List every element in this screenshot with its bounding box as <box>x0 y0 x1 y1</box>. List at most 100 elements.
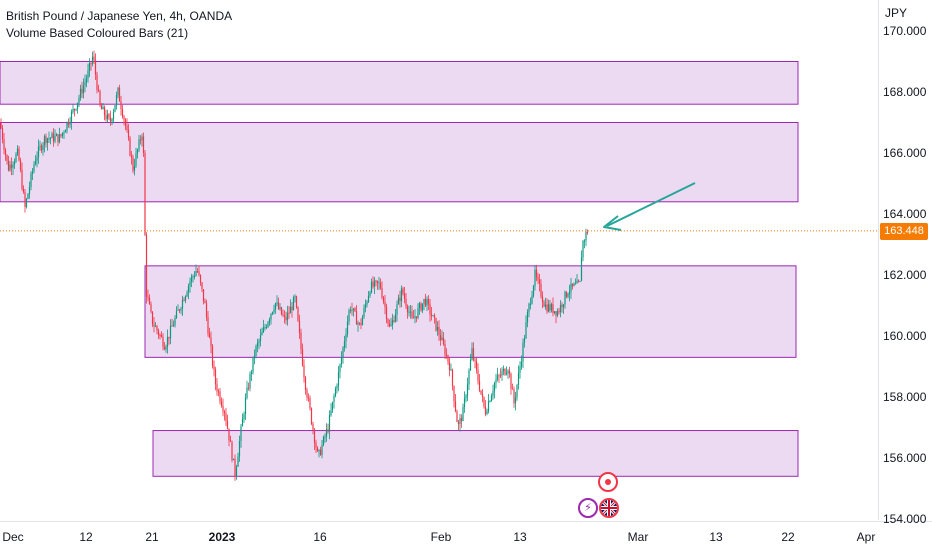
candle-body <box>540 284 542 297</box>
candle-body <box>511 388 514 390</box>
candle-body <box>427 299 430 304</box>
candle-body <box>450 369 452 371</box>
candle-body <box>544 304 547 307</box>
candle-body <box>447 355 449 362</box>
candle-body <box>151 311 154 325</box>
candle-body <box>519 366 521 373</box>
candle-body <box>123 116 125 120</box>
candle-body <box>394 314 397 322</box>
candle-body <box>403 293 406 299</box>
candle-body <box>363 308 365 318</box>
candle-body <box>300 332 302 350</box>
candle-body <box>580 257 583 282</box>
candle-body <box>259 335 262 341</box>
candle-body <box>415 316 418 318</box>
candle-body <box>463 398 466 408</box>
candle-body <box>10 164 13 168</box>
candle-body <box>550 304 553 311</box>
candle-body <box>73 109 76 111</box>
candle-body <box>387 319 389 324</box>
candle-body <box>204 300 206 304</box>
candle-body <box>90 62 92 64</box>
candle-body <box>520 361 523 367</box>
candle-body <box>40 145 43 151</box>
candle-body <box>531 295 533 304</box>
candle-body <box>498 375 500 377</box>
candle-body <box>163 346 166 350</box>
candle-body <box>324 436 326 438</box>
candle-body <box>250 372 253 375</box>
candle-body <box>406 306 409 313</box>
candle-body <box>280 307 283 315</box>
candle-body <box>441 337 443 341</box>
candle-body <box>172 325 175 327</box>
candle-body <box>348 310 350 322</box>
candle-body <box>216 384 218 392</box>
candle-body <box>156 326 158 331</box>
candle-body <box>258 340 260 343</box>
zone-2 <box>0 122 799 203</box>
candle-body <box>51 133 53 139</box>
candle-body <box>24 192 26 207</box>
candle-body <box>241 418 244 427</box>
candle-body <box>262 327 265 333</box>
candle-body <box>318 449 320 452</box>
candle-body <box>513 389 515 404</box>
price-tick: 164.000 <box>883 207 927 221</box>
candle-body <box>538 279 541 285</box>
time-tick: 12 <box>79 530 93 544</box>
candle-body <box>327 429 329 432</box>
candle-body <box>271 311 274 314</box>
candle-body <box>439 335 442 341</box>
candle-body <box>231 441 233 461</box>
indicator-title[interactable]: Volume Based Coloured Bars (21) <box>6 26 189 40</box>
candle-body <box>178 309 181 311</box>
candle-body <box>349 310 352 312</box>
candle-body <box>313 429 316 443</box>
candle-body <box>91 56 94 64</box>
candle-body <box>228 428 230 441</box>
candle-body <box>135 153 137 166</box>
candle-body <box>330 410 332 416</box>
candle-body <box>409 311 412 313</box>
candle-body <box>357 322 359 325</box>
arrow-shaft <box>606 182 696 227</box>
candle-body <box>475 360 478 370</box>
candle-body <box>240 426 242 442</box>
candle-body <box>88 62 91 71</box>
price-tick: 156.000 <box>883 451 927 465</box>
candle-body <box>121 109 124 117</box>
candle-body <box>138 139 140 150</box>
candle-body <box>432 315 434 317</box>
candle-body <box>492 391 494 396</box>
candle-body <box>477 369 479 381</box>
candle-body <box>445 355 448 357</box>
candle-body <box>408 311 410 313</box>
candle-body <box>301 349 304 366</box>
candle-body <box>523 338 526 343</box>
candle-body <box>139 139 142 141</box>
record-icon[interactable] <box>598 472 618 492</box>
candle-body <box>6 154 8 161</box>
uk-flag-icon[interactable] <box>599 498 619 518</box>
candle-body <box>504 368 506 375</box>
candle-body <box>217 391 220 393</box>
candle-body <box>244 397 247 415</box>
candle-body <box>435 317 437 331</box>
candle-body <box>573 283 575 286</box>
lightning-icon[interactable]: ⚡ <box>578 498 598 518</box>
candle-body <box>345 334 347 342</box>
candle-body <box>369 292 371 296</box>
candle-body <box>397 297 400 305</box>
candle-body <box>294 296 296 298</box>
candle-body <box>117 87 119 96</box>
candle-body <box>355 311 358 325</box>
candle-body <box>13 161 16 165</box>
candle-body <box>303 365 305 378</box>
candle-body <box>108 114 110 118</box>
candle-body <box>364 304 367 309</box>
symbol-title[interactable]: British Pound / Japanese Yen, 4h, OANDA <box>6 9 233 23</box>
candle-body <box>147 296 149 298</box>
